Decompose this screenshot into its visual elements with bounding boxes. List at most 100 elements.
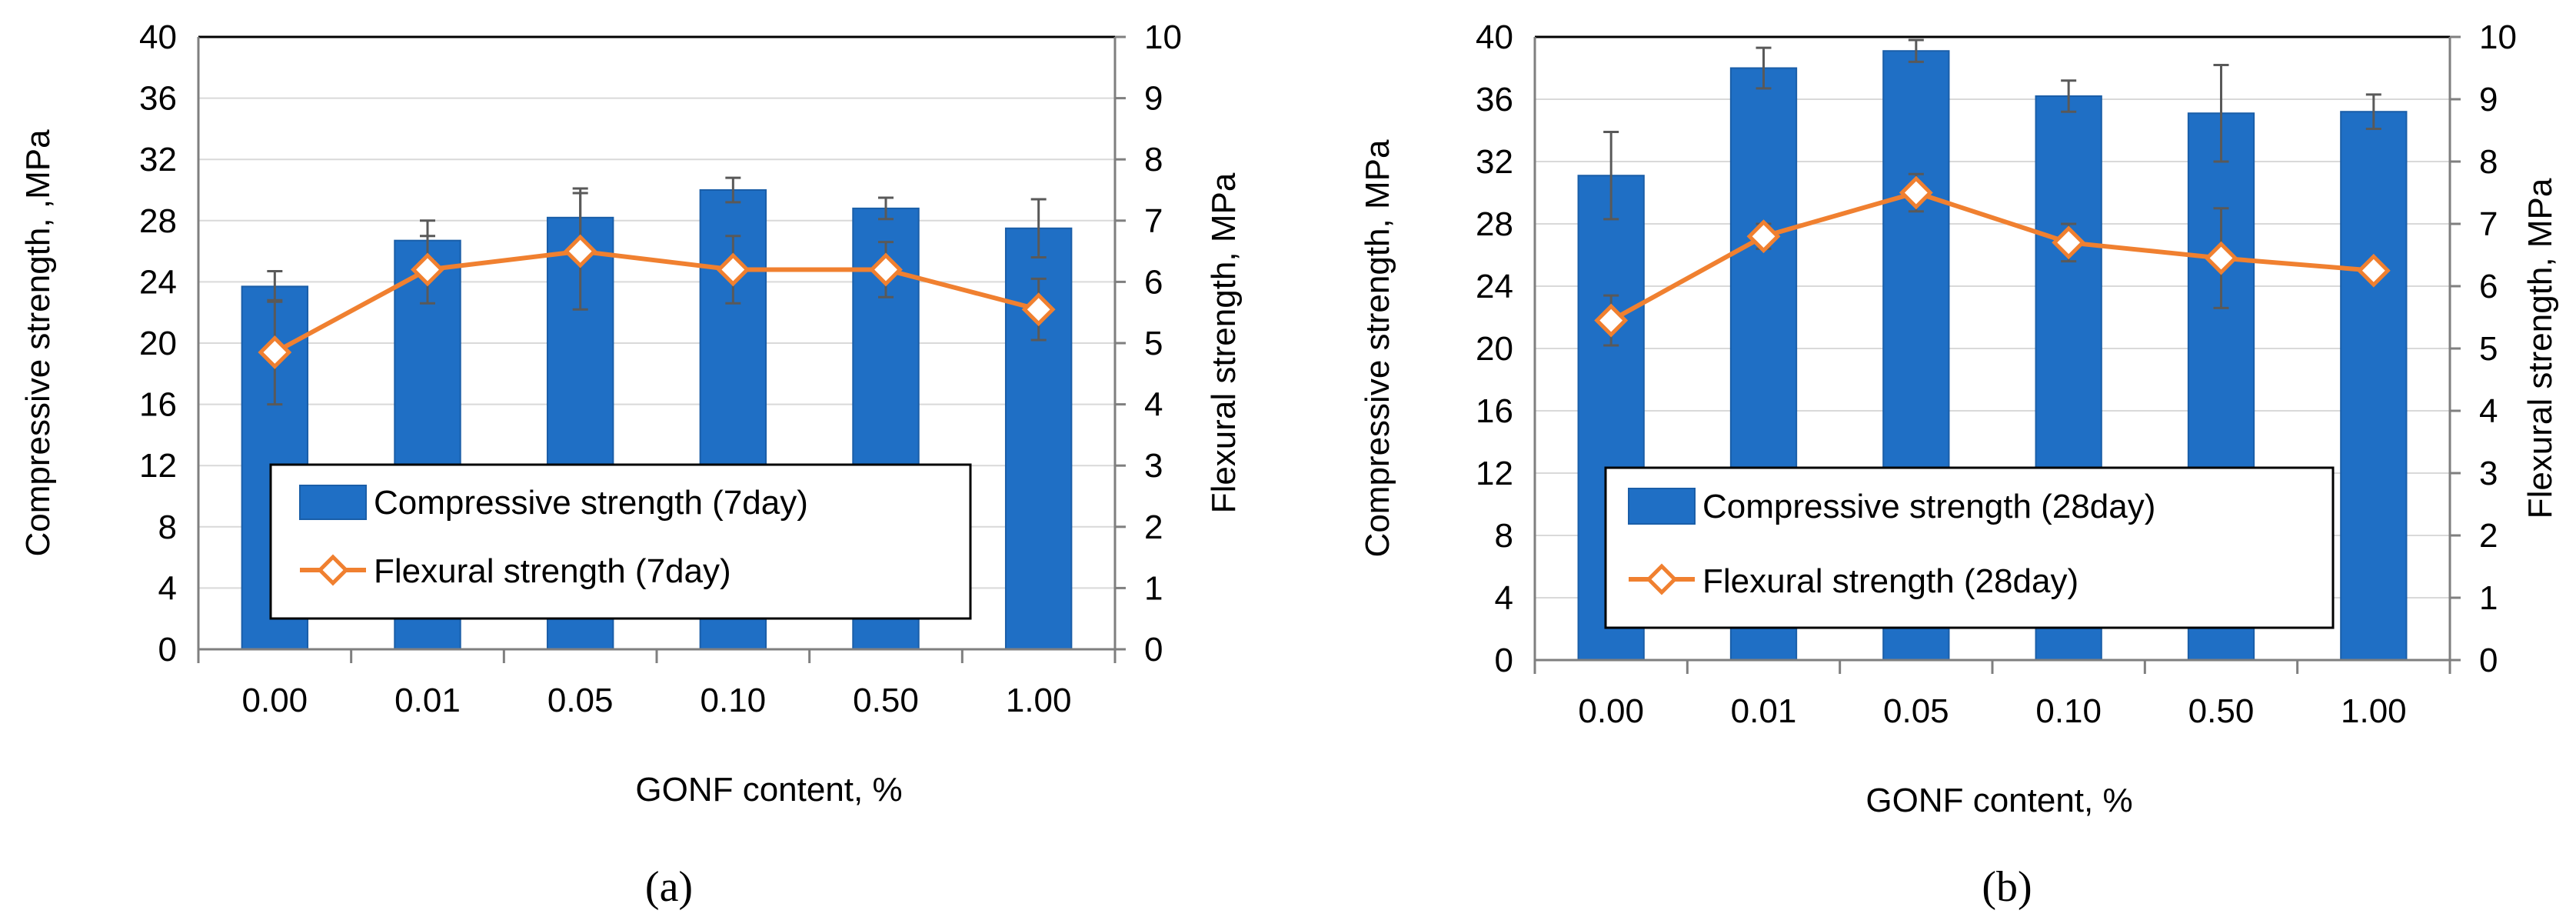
y2-tick-label: 7 — [1144, 202, 1163, 240]
legend-line-marker — [1646, 563, 1678, 595]
y2-tick-label: 9 — [1144, 80, 1163, 118]
y2-tick-label: 1 — [1144, 569, 1163, 607]
y2-tick-label: 1 — [2479, 579, 2498, 617]
legend-bar-swatch — [299, 485, 367, 520]
x-tick-label: 0.00 — [1578, 692, 1644, 730]
y-tick-label: 20 — [1476, 330, 1513, 368]
panel-label: (a) — [645, 863, 693, 911]
y2-tick-label: 5 — [1144, 325, 1163, 362]
line-point — [1594, 303, 1629, 338]
series-line — [273, 248, 1040, 355]
y2-tick-label: 3 — [2479, 455, 2498, 492]
y-tick-label: 32 — [1476, 143, 1513, 181]
y-axis-title: Compressive strength, ,MPa — [19, 129, 57, 557]
legend-label-line: Flexural strength (7day) — [374, 552, 731, 590]
y2-tick-label: 8 — [2479, 143, 2498, 181]
x-tick-label: 1.00 — [2341, 692, 2407, 730]
line-point — [1746, 219, 1781, 254]
x-axis-title: GONF content, % — [1865, 782, 2132, 819]
x-tick-label: 0.10 — [701, 682, 767, 719]
line-point — [1899, 175, 1933, 210]
y-tick-label: 28 — [1476, 205, 1513, 243]
legend-label-bar: Compressive strength (7day) — [374, 484, 808, 522]
x-tick-labels: 0.00 0.01 0.05 0.10 0.50 1.00 — [242, 682, 1072, 719]
legend-line-marker — [317, 554, 349, 586]
series-line — [1609, 190, 2375, 323]
legend-box — [269, 463, 972, 620]
bar-error-bars — [1603, 38, 2381, 221]
line-series — [1594, 172, 2391, 347]
y2-tick-label: 4 — [2479, 392, 2498, 430]
line-point — [716, 252, 751, 287]
y2-tick-label: 8 — [1144, 141, 1163, 178]
legend-bar-swatch — [1628, 488, 1696, 525]
y-tick-label: 16 — [139, 386, 177, 424]
y-tick-label: 24 — [1476, 268, 1513, 305]
y2-tick-label: 10 — [2479, 18, 2517, 56]
y-tick-labels: 0 4 8 12 16 20 24 28 32 36 40 — [1476, 18, 1513, 679]
y2-tick-label: 10 — [1144, 18, 1182, 56]
axes — [197, 35, 1126, 663]
y2-axis-title: Flexural strength, MPa — [2521, 178, 2559, 519]
y2-tick-label: 4 — [1144, 386, 1163, 424]
bar — [2340, 111, 2408, 661]
x-tick-label: 1.00 — [1006, 682, 1072, 719]
legend-label-line: Flexural strength (28day) — [1702, 562, 2078, 600]
y-tick-label: 8 — [1495, 517, 1513, 555]
y-tick-label: 24 — [139, 263, 177, 301]
y2-tick-label: 7 — [2479, 205, 2498, 243]
y-tick-label: 40 — [139, 18, 177, 56]
line-point — [258, 335, 292, 369]
y2-tick-label: 9 — [2479, 81, 2498, 118]
y2-tick-labels: 0 1 2 3 4 5 6 7 8 9 10 — [2479, 18, 2517, 679]
y-tick-label: 12 — [139, 447, 177, 485]
x-tick-label: 0.50 — [853, 682, 919, 719]
x-tick-label: 0.00 — [242, 682, 308, 719]
y2-tick-labels: 0 1 2 3 4 5 6 7 8 9 10 — [1144, 18, 1182, 669]
line-point — [2052, 225, 2086, 260]
x-tick-label: 0.10 — [2035, 692, 2102, 730]
y2-tick-label: 0 — [1144, 631, 1163, 669]
x-tick-label: 0.05 — [547, 682, 614, 719]
panel-label: (b) — [1982, 863, 2032, 911]
y2-tick-label: 2 — [2479, 517, 2498, 555]
line-point — [411, 252, 444, 287]
y2-tick-label: 0 — [2479, 642, 2498, 679]
y2-tick-label: 2 — [1144, 509, 1163, 546]
y2-tick-label: 6 — [2479, 268, 2498, 305]
x-tick-label: 0.50 — [2188, 692, 2255, 730]
y2-axis-title: Flexural strength, MPa — [1205, 172, 1243, 513]
x-tick-label: 0.01 — [1731, 692, 1797, 730]
line-series — [258, 192, 1056, 406]
x-tick-label: 0.05 — [1883, 692, 1949, 730]
line-point — [869, 252, 903, 287]
y-tick-label: 32 — [139, 141, 177, 178]
y-tick-label: 28 — [139, 202, 177, 240]
x-axis-title: GONF content, % — [635, 771, 902, 809]
x-tick-label: 0.01 — [394, 682, 461, 719]
x-tick-labels: 0.00 0.01 0.05 0.10 0.50 1.00 — [1578, 692, 2406, 730]
line-point — [2356, 253, 2391, 288]
legend-box — [1604, 466, 2335, 629]
y-tick-label: 4 — [158, 569, 177, 607]
y2-tick-label: 5 — [2479, 330, 2498, 368]
y-tick-label: 12 — [1476, 455, 1513, 492]
y-axis-title: Compressive strength, MPa — [1359, 139, 1396, 557]
y-tick-label: 0 — [158, 631, 177, 669]
y2-tick-label: 3 — [1144, 447, 1163, 485]
y-tick-label: 0 — [1495, 642, 1513, 679]
y2-tick-label: 6 — [1144, 263, 1163, 301]
y-tick-labels: 0 4 8 12 16 20 24 28 32 36 40 — [139, 18, 177, 669]
line-point — [563, 234, 597, 268]
y-tick-label: 20 — [139, 325, 177, 362]
y-tick-label: 36 — [139, 80, 177, 118]
y-tick-label: 8 — [158, 509, 177, 546]
y-tick-label: 36 — [1476, 81, 1513, 118]
y-tick-label: 40 — [1476, 18, 1513, 56]
legend-label-bar: Compressive strength (28day) — [1702, 488, 2155, 525]
line-point — [1021, 292, 1056, 327]
legend: Compressive strength (28day) Flexural st… — [1604, 466, 2335, 629]
